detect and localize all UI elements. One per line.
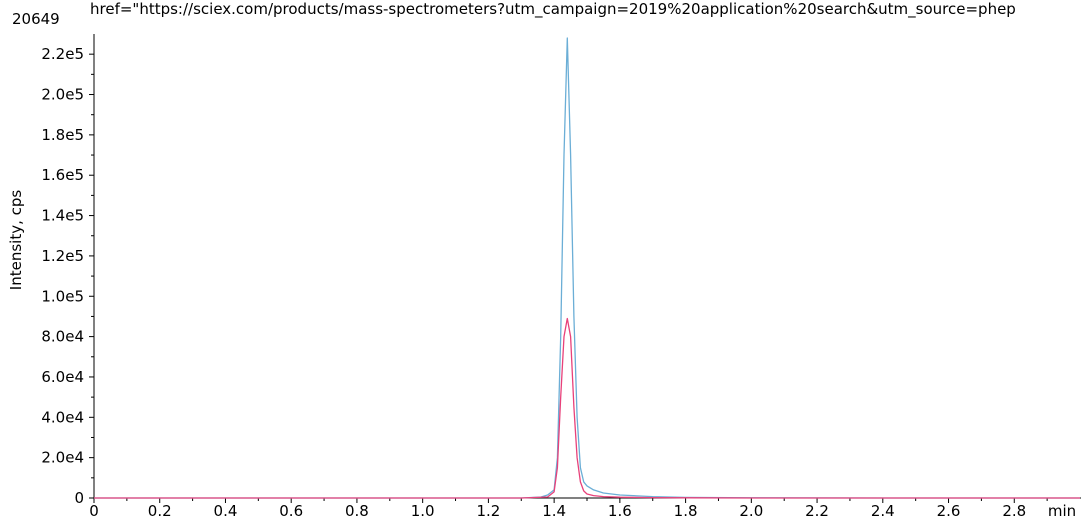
x-tick-label: 0 [89, 502, 99, 520]
series-line-1 [94, 37, 1080, 499]
x-tick-label: 1.4 [542, 502, 566, 520]
y-tick-label: 1.0e5 [41, 287, 84, 305]
y-tick-label: 0 [74, 489, 84, 507]
x-tick-label: 2.2 [805, 502, 829, 520]
x-tick-label: 1.8 [674, 502, 698, 520]
y-tick-label: 1.6e5 [41, 166, 84, 184]
y-tick-label: 8.0e4 [41, 328, 84, 346]
y-tick-label: 1.8e5 [41, 126, 84, 144]
x-tick-label: 0.6 [279, 502, 303, 520]
x-tick-label: 2.8 [1002, 502, 1026, 520]
y-axis-ticks: 0 2.0e4 4.0e4 6.0e4 8.0e4 1.0e5 1.2e5 1.4e5 1.6e… [41, 45, 94, 507]
y-tick-label: 1.2e5 [41, 247, 84, 265]
y-tick-label: 1.4e5 [41, 207, 84, 225]
x-tick-label: 0.4 [214, 502, 238, 520]
x-tick-label: 1.0 [411, 502, 435, 520]
y-axis-label: Intensity, cps [7, 190, 25, 291]
x-tick-label: 2.0 [739, 502, 763, 520]
y-tick-label: 2.0e4 [41, 449, 84, 467]
y-tick-label: 6.0e4 [41, 368, 84, 386]
y-tick-label: 4.0e4 [41, 408, 84, 426]
header-number: 20649 [12, 10, 60, 28]
series-line-2 [94, 317, 1080, 499]
x-tick-label: 2.6 [937, 502, 961, 520]
y-tick-label: 2.2e5 [41, 45, 84, 63]
series-group [94, 37, 1080, 499]
header-overflow-text: href="https://sciex.com/products/mass-sp… [90, 0, 1016, 19]
x-tick-label: 0.2 [148, 502, 172, 520]
x-axis-ticks: 0 0.2 0.4 0.6 0.8 1.0 1.2 1.4 1.6 1.8 2.0 2.2 2.4 2.6… [89, 498, 1048, 520]
x-tick-label: 2.4 [871, 502, 895, 520]
x-tick-label: 0.8 [345, 502, 369, 520]
x-tick-label: 1.2 [476, 502, 500, 520]
y-tick-label: 2.0e5 [41, 86, 84, 104]
x-unit-label: min [1048, 502, 1076, 520]
x-tick-label: 1.6 [608, 502, 632, 520]
